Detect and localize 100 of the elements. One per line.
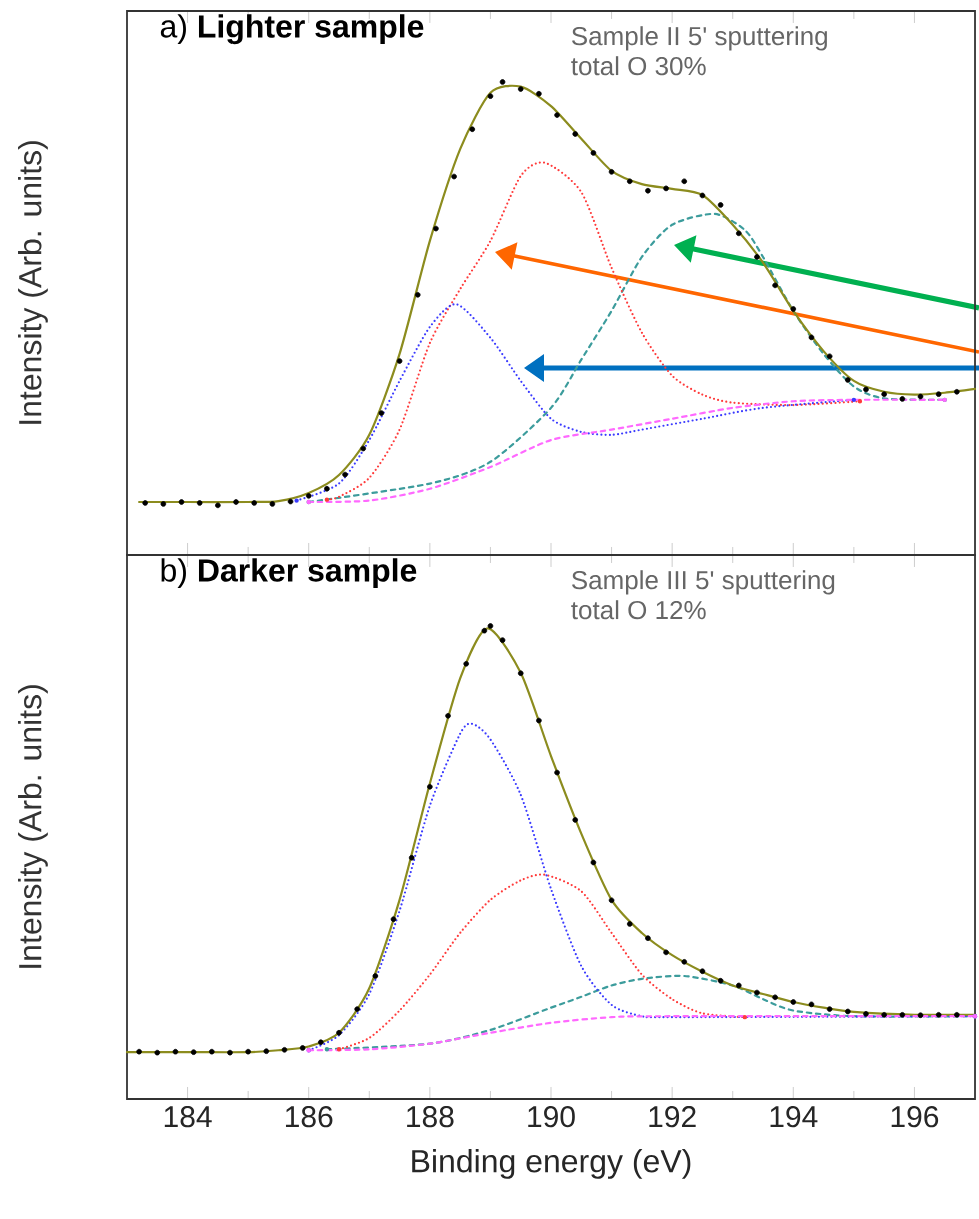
point <box>336 1047 342 1052</box>
point <box>536 717 542 724</box>
point <box>209 1048 215 1055</box>
point <box>681 959 688 965</box>
point <box>554 769 560 776</box>
point <box>245 1048 251 1055</box>
point <box>154 1049 161 1056</box>
point <box>481 627 488 634</box>
point <box>681 178 688 185</box>
y-axis-title: Intensity (Arb. units) <box>18 141 48 424</box>
point <box>790 306 797 312</box>
point <box>645 935 651 941</box>
point <box>433 225 439 232</box>
point <box>372 973 379 979</box>
point <box>717 977 724 984</box>
point <box>294 498 299 503</box>
point <box>517 86 524 92</box>
point <box>772 994 778 1001</box>
point <box>215 502 221 509</box>
point <box>851 397 857 403</box>
point <box>396 358 403 364</box>
point <box>445 713 451 719</box>
point <box>881 391 887 397</box>
point <box>451 173 457 180</box>
point <box>414 292 421 298</box>
y-axis-title: Intensity (Arb. units) <box>18 685 48 968</box>
x-tick-label: 190 <box>528 1106 575 1128</box>
point <box>233 499 239 505</box>
point <box>899 396 906 402</box>
point <box>299 1045 306 1051</box>
point <box>378 410 385 416</box>
point <box>608 897 615 904</box>
point <box>954 1012 960 1018</box>
point <box>845 377 851 383</box>
point <box>305 493 312 499</box>
point <box>826 353 833 360</box>
x-tick-label: 184 <box>164 1106 212 1128</box>
point <box>699 968 706 975</box>
point <box>251 500 257 506</box>
point <box>499 79 506 85</box>
point <box>342 471 348 478</box>
point <box>626 178 633 185</box>
point <box>845 1008 851 1015</box>
x-tick-label: 188 <box>407 1106 454 1128</box>
point <box>826 1006 833 1012</box>
point <box>324 497 330 502</box>
point <box>917 393 924 400</box>
point <box>899 1012 906 1018</box>
point <box>699 192 706 199</box>
text: total O 30% <box>571 56 706 76</box>
point <box>590 859 597 866</box>
chart-title: a) Lighter sample <box>160 14 424 45</box>
point <box>645 187 651 194</box>
point <box>536 90 542 97</box>
text: Sample II 5' sputtering <box>571 26 827 51</box>
point <box>863 1011 869 1017</box>
point <box>227 1049 233 1056</box>
point <box>178 499 185 505</box>
point <box>287 498 294 505</box>
point <box>517 670 524 677</box>
point <box>142 500 148 506</box>
point <box>742 1014 748 1020</box>
point <box>263 1048 270 1055</box>
point <box>790 999 797 1005</box>
x-tick-label: 192 <box>649 1106 696 1128</box>
point <box>172 1048 179 1055</box>
point <box>935 391 942 397</box>
point <box>487 623 494 629</box>
point <box>336 1029 342 1036</box>
point <box>663 949 669 956</box>
chart-title: b) Darker sample <box>161 558 417 589</box>
point <box>754 989 760 996</box>
point <box>590 150 597 156</box>
point <box>499 637 506 643</box>
point <box>469 126 476 133</box>
point <box>754 254 760 260</box>
point <box>663 185 669 192</box>
point <box>190 1049 197 1055</box>
x-tick-label: 186 <box>285 1106 333 1128</box>
point <box>572 131 579 137</box>
point <box>735 982 742 989</box>
point <box>360 445 367 452</box>
x-tick-label: 196 <box>891 1106 939 1128</box>
point <box>318 1039 324 1046</box>
point <box>427 783 433 790</box>
x-axis-title: Binding energy (eV) <box>412 1149 691 1179</box>
point <box>554 112 560 118</box>
point <box>324 485 330 492</box>
point <box>808 334 815 341</box>
point <box>935 1012 942 1018</box>
text: total O 12% <box>571 600 706 620</box>
point <box>857 399 863 404</box>
point <box>390 916 397 923</box>
point <box>863 386 869 393</box>
point <box>354 1006 360 1012</box>
point <box>487 93 494 99</box>
point <box>808 1001 815 1008</box>
point <box>608 169 615 175</box>
point <box>881 1012 887 1018</box>
point <box>717 202 724 208</box>
